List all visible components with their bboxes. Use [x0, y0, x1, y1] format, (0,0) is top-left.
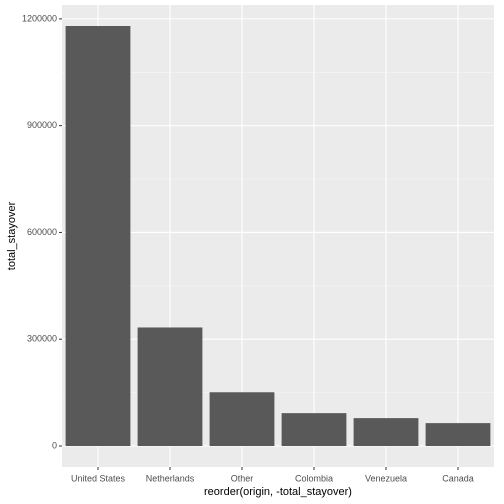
- bar: [137, 327, 203, 446]
- bar: [65, 26, 131, 446]
- y-tick-label: 0: [52, 440, 57, 450]
- bar: [425, 423, 491, 446]
- bar: [353, 418, 419, 446]
- x-axis-title: reorder(origin, -total_stayover): [204, 486, 352, 498]
- bar: [209, 392, 275, 446]
- y-tick-label: 900000: [27, 120, 57, 130]
- panel: [62, 5, 494, 467]
- y-axis-title: total_stayover: [6, 201, 18, 270]
- bar: [281, 413, 347, 446]
- x-tick-label: Canada: [442, 473, 474, 483]
- x-tick-label: Other: [231, 473, 254, 483]
- x-tick-label: Colombia: [295, 473, 333, 483]
- x-tick-label: Venezuela: [365, 473, 407, 483]
- y-tick-label: 600000: [27, 227, 57, 237]
- y-tick-label: 1200000: [22, 13, 57, 23]
- x-tick-label: Netherlands: [146, 473, 195, 483]
- x-tick-label: United States: [71, 473, 126, 483]
- y-tick-label: 300000: [27, 334, 57, 344]
